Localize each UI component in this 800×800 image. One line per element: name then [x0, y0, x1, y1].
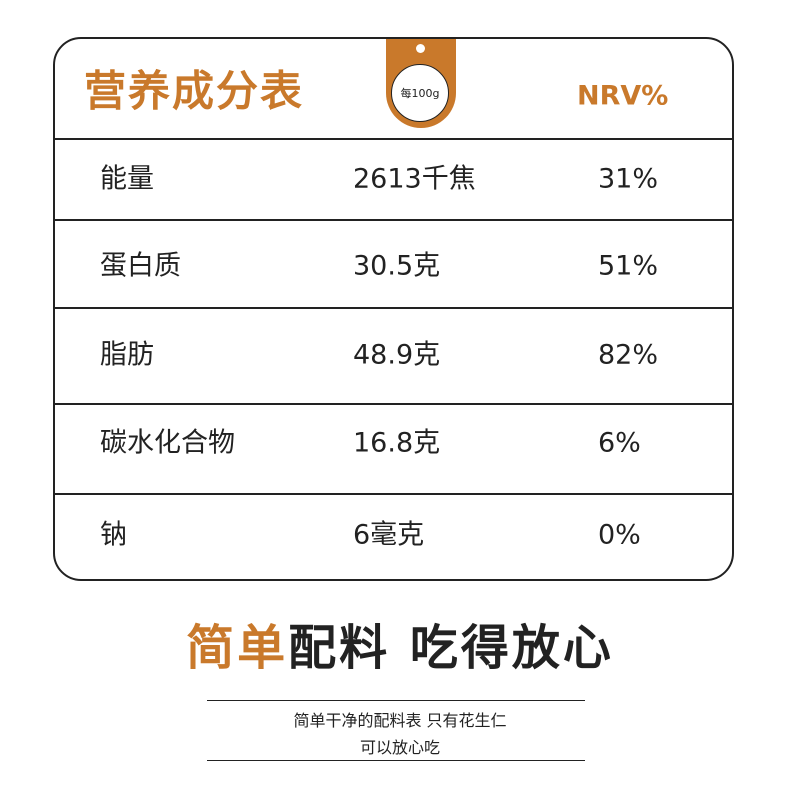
nutrient-nrv: 6%: [598, 427, 641, 459]
row-divider: [53, 138, 734, 140]
per-label: 每100g: [391, 64, 449, 122]
nutrient-amount: 30.5克: [353, 250, 441, 282]
row-divider: [53, 403, 734, 405]
nrv-header: NRV%: [577, 80, 669, 112]
nutrient-name: 脂肪: [100, 339, 154, 371]
row-divider: [53, 493, 734, 495]
note-line: 可以放心吃: [359, 738, 440, 757]
table-frame: [53, 37, 734, 581]
nutrient-amount: 2613千焦: [353, 163, 476, 195]
nutrient-nrv: 51%: [598, 250, 659, 282]
rule: [207, 760, 585, 761]
nutrient-nrv: 82%: [598, 339, 659, 371]
nutrient-name: 钠: [100, 519, 127, 551]
nutrient-amount: 48.9克: [353, 339, 441, 371]
nutrient-amount: 16.8克: [353, 427, 441, 459]
tag-hole: [416, 44, 425, 53]
nutrient-name: 碳水化合物: [100, 427, 235, 459]
slogan-highlight: 简单: [186, 620, 289, 676]
slogan: 简单配料 吃得放心: [0, 608, 800, 678]
nutrient-name: 能量: [100, 163, 154, 195]
table-title: 营养成分表: [84, 66, 305, 116]
row-divider: [53, 307, 734, 309]
nutrient-nrv: 31%: [598, 163, 659, 195]
note-line: 简单干净的配料表 只有花生仁: [293, 711, 507, 730]
slogan-rest: 配料 吃得放心: [288, 620, 614, 676]
row-divider: [53, 219, 734, 221]
nutrient-nrv: 0%: [598, 519, 641, 551]
nutrient-amount: 6毫克: [353, 519, 425, 551]
nutrient-name: 蛋白质: [100, 250, 181, 282]
rule: [207, 700, 585, 701]
